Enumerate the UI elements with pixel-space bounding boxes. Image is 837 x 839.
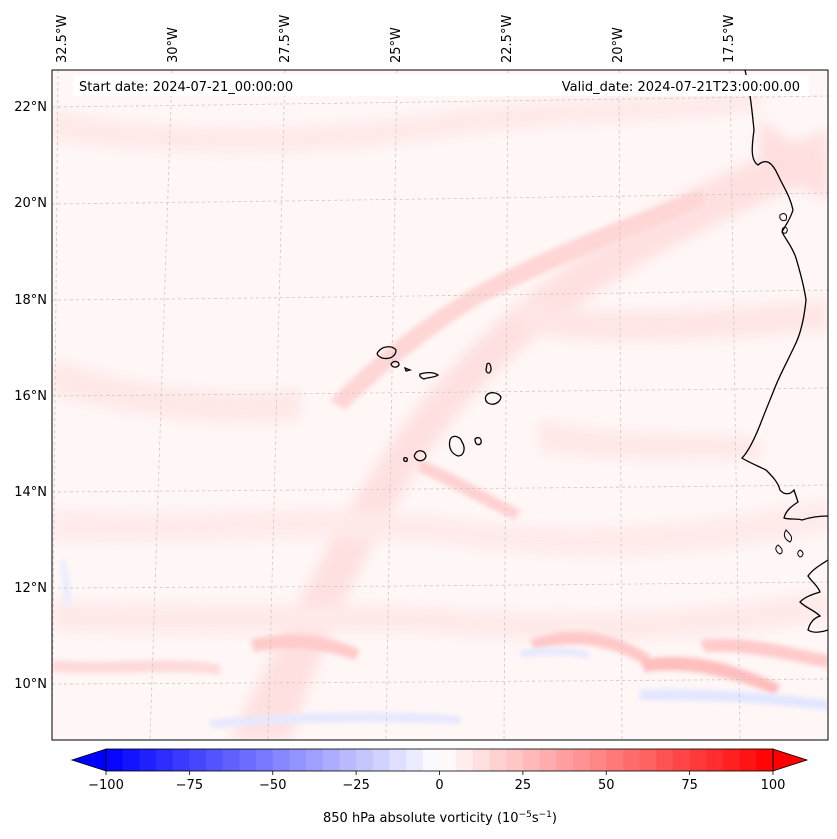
lon-label: 30°W [166, 27, 181, 63]
colorbar-bin [589, 749, 607, 771]
colorbar-bin [172, 749, 190, 771]
colorbar-bin [722, 749, 741, 771]
colorbar-tick-label: 25 [515, 778, 532, 793]
colorbar-bin [206, 749, 224, 771]
santiago-island [448, 435, 465, 457]
lat-label: 12°N [14, 581, 47, 596]
lon-label: 27.5°W [278, 15, 293, 63]
colorbar-bin [239, 749, 257, 771]
bijagos-islands [775, 529, 804, 558]
colorbar-bin [522, 749, 541, 771]
lon-label: 25°W [389, 27, 404, 63]
colorbar-extend-high [772, 748, 809, 772]
colorbar-bin [606, 749, 624, 771]
colorbar-bin [322, 749, 341, 771]
colorbar-tick-label: 50 [598, 778, 615, 793]
brava-island [403, 456, 408, 463]
boa-vista-island [484, 392, 502, 405]
colorbar-tick-label: −50 [259, 778, 286, 793]
lon-label: 32.5°W [55, 15, 70, 63]
colorbar-bin [639, 749, 657, 771]
colorbar-ticks: −100 −75 −50 −25 0 25 50 75 100 [88, 771, 785, 793]
colorbar-extend-low [70, 748, 107, 772]
colorbar-bin [222, 749, 241, 771]
colorbar-bin [556, 749, 574, 771]
lat-label: 16°N [14, 389, 47, 404]
lat-label: 18°N [14, 293, 47, 308]
lat-label: 10°N [14, 677, 47, 692]
colorbar-bin [739, 749, 757, 771]
colorbar-tick-label: −100 [88, 778, 124, 793]
cape-verde-islands [376, 346, 502, 463]
graticule [52, 70, 828, 740]
colorbar-bin [539, 749, 557, 771]
santa-luzia-island [403, 366, 413, 372]
colorbar-bin [756, 749, 774, 771]
colorbar-bin [439, 749, 457, 771]
latitude-labels: 22°N 20°N 18°N 16°N 14°N 12°N 10°N [14, 100, 47, 692]
colorbar-tick-label: 75 [681, 778, 698, 793]
colorbar-bin [672, 749, 691, 771]
coast-small-islands [779, 213, 788, 234]
colorbar-bin [389, 749, 407, 771]
colorbar-bin [106, 749, 124, 771]
colorbar-bin [689, 749, 707, 771]
colorbar-bin [622, 749, 641, 771]
colorbar-bin [356, 749, 374, 771]
colorbar-bin [506, 749, 524, 771]
colorbar-bin [189, 749, 207, 771]
lon-label: 17.5°W [722, 15, 737, 63]
colorbar-bin [256, 749, 274, 771]
colorbar-bins [106, 749, 774, 771]
colorbar-title: 850 hPa absolute vorticity (10−5s−1) [323, 810, 557, 826]
colorbar-bin [306, 749, 324, 771]
colorbar-tick-label: −25 [342, 778, 369, 793]
colorbar-bin [456, 749, 474, 771]
africa-coastline-south [799, 559, 828, 633]
lat-label: 20°N [14, 196, 47, 211]
colorbar-tick-label: 100 [761, 778, 786, 793]
lat-label: 22°N [14, 100, 47, 115]
colorbar-bin [656, 749, 674, 771]
colorbar-bin [272, 749, 291, 771]
start-date-label: Start date: 2024-07-21_00:00:00 [79, 80, 293, 95]
colorbar-bin [406, 749, 424, 771]
map-panel: Start date: 2024-07-21_00:00:00 Valid_da… [14, 15, 829, 741]
colorbar-bin [339, 749, 357, 771]
fogo-island [413, 450, 427, 462]
colorbar-bin [489, 749, 507, 771]
info-box [73, 75, 809, 96]
colorbar: −100 −75 −50 −25 0 25 50 75 100 850 hPa absolute… [70, 748, 809, 826]
sal-island [485, 362, 492, 374]
lon-label: 20°W [611, 27, 626, 63]
santo-antao-island [376, 346, 397, 360]
colorbar-bin [422, 749, 441, 771]
vorticity-field [52, 70, 828, 740]
map-frame [51, 69, 829, 741]
africa-coastline [740, 70, 828, 521]
sao-nicolau-island [419, 371, 440, 380]
valid-date-label: Valid_date: 2024-07-21T23:00:00.00 [562, 80, 800, 95]
maio-island [474, 436, 482, 446]
colorbar-bin [156, 749, 174, 771]
colorbar-bin [289, 749, 307, 771]
colorbar-tick-label: −75 [176, 778, 203, 793]
colorbar-bin [472, 749, 491, 771]
colorbar-bin [572, 749, 591, 771]
colorbar-bin [122, 749, 140, 771]
colorbar-tick-label: 0 [435, 778, 443, 793]
colorbar-bin [372, 749, 391, 771]
lon-label: 22.5°W [500, 15, 515, 63]
longitude-labels: 32.5°W 30°W 27.5°W 25°W 22.5°W 20°W 17.5… [55, 15, 737, 63]
sao-vicente-island [390, 360, 400, 368]
colorbar-bin [706, 749, 724, 771]
lat-label: 14°N [14, 485, 47, 500]
colorbar-bin [139, 749, 157, 771]
